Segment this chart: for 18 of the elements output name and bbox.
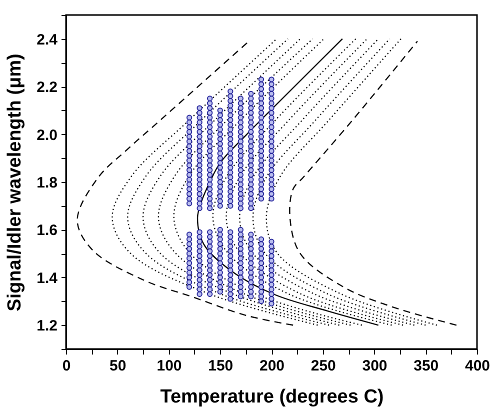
y-tick-label: 2.0: [36, 126, 58, 144]
y-axis-title: Signal/Idler wavelength (μm): [4, 54, 26, 312]
x-tick-label: 350: [414, 358, 439, 374]
x-tick-label: 50: [110, 358, 126, 374]
y-tick-label: 1.6: [36, 222, 58, 240]
x-tick-label: 100: [156, 358, 182, 374]
x-tick-label: 200: [259, 358, 285, 374]
y-tick-label: 1.2: [36, 318, 58, 335]
x-tick-label: 300: [362, 358, 388, 374]
x-tick-label: 150: [208, 358, 234, 374]
y-tick-label: 1.8: [36, 174, 58, 192]
y-tick-label: 2.4: [36, 31, 58, 48]
x-axis-title: Temperature (degrees C): [160, 386, 384, 408]
y-tick-label: 1.4: [36, 270, 58, 287]
x-tick-label: 250: [310, 358, 336, 374]
x-tick-label: 400: [464, 358, 490, 374]
y-tick-label: 2.2: [36, 79, 58, 96]
x-tick-label: 0: [62, 358, 71, 374]
